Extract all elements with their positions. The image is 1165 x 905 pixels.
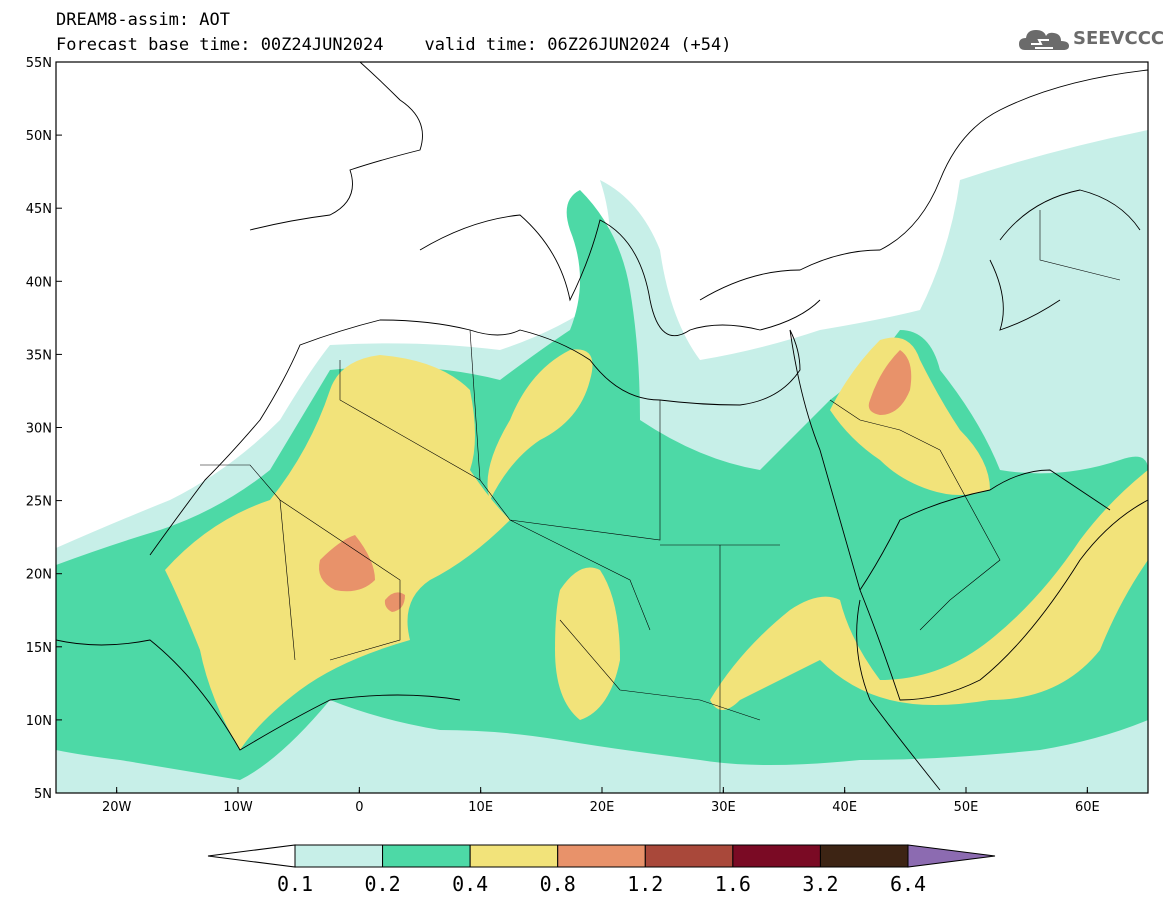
lat-tick-label: 40N bbox=[26, 275, 52, 290]
colorbar-box bbox=[294, 844, 384, 868]
colorbar-level-label: 1.6 bbox=[715, 872, 751, 896]
lat-tick-label: 15N bbox=[26, 641, 52, 656]
colorbar-box bbox=[382, 844, 471, 868]
lat-tick-label: 30N bbox=[26, 422, 52, 437]
lat-tick-label: 5N bbox=[34, 787, 52, 802]
colorbar-level-label: 6.4 bbox=[890, 872, 926, 896]
colorbar-level-label: 3.2 bbox=[802, 872, 838, 896]
lat-tick-label: 35N bbox=[26, 348, 52, 363]
lon-tick-label: 20W bbox=[102, 800, 132, 815]
logo-text: SEEVCCC bbox=[1073, 28, 1165, 49]
seevccc-logo: SEEVCCC bbox=[1017, 24, 1164, 56]
colorbar-over bbox=[907, 844, 996, 868]
colorbar-level-label: 0.4 bbox=[452, 872, 488, 896]
country-borders bbox=[200, 210, 1121, 793]
colorbar-box bbox=[819, 844, 909, 868]
aot-contour-0-8-mali bbox=[319, 535, 375, 592]
colorbar-box bbox=[732, 844, 821, 868]
lon-tick-label: 30E bbox=[711, 800, 736, 815]
colorbar-level-label: 0.8 bbox=[540, 872, 576, 896]
lon-tick-label: 60E bbox=[1075, 800, 1100, 815]
aot-contour-0-4-chad bbox=[555, 567, 620, 720]
colorbar-level-label: 1.2 bbox=[627, 872, 663, 896]
colorbar-box bbox=[557, 844, 646, 868]
aot-field bbox=[56, 62, 1148, 793]
lon-tick-label: 10E bbox=[468, 800, 493, 815]
longitude-axis: 20W 10W 0 10E 20E 30E 40E 50E 60E bbox=[102, 787, 1100, 815]
cloud-icon bbox=[1019, 30, 1069, 50]
lat-tick-label: 25N bbox=[26, 495, 52, 510]
colorbar-level-label: 0.2 bbox=[365, 872, 401, 896]
lat-tick-label: 20N bbox=[26, 568, 52, 583]
aot-contour-0-4-east bbox=[710, 470, 1148, 710]
coastlines bbox=[56, 62, 1148, 791]
colorbar-level-label: 0.1 bbox=[277, 872, 313, 896]
aot-contour-0-4-arabia bbox=[830, 337, 990, 495]
aot-contour-0-8-iraq bbox=[868, 350, 912, 415]
colorbar-box bbox=[469, 844, 559, 868]
lon-tick-label: 0 bbox=[355, 800, 363, 815]
lat-tick-label: 10N bbox=[26, 714, 52, 729]
map-title: DREAM8-assim: AOT bbox=[56, 10, 230, 30]
lat-tick-label: 45N bbox=[26, 202, 52, 217]
lon-tick-label: 10W bbox=[223, 800, 253, 815]
lat-tick-label: 50N bbox=[26, 129, 52, 144]
colorbar: 0.1 0.2 0.4 0.8 1.2 1.6 3.2 6.4 bbox=[207, 844, 996, 896]
latitude-axis: 55N 50N 45N 40N 35N 30N 25N 20N 15N 10N 5N bbox=[26, 56, 62, 802]
colorbar-box bbox=[644, 844, 734, 868]
forecast-times: Forecast base time: 00Z24JUN2024 valid t… bbox=[56, 35, 732, 55]
lon-tick-label: 50E bbox=[954, 800, 979, 815]
lon-tick-label: 40E bbox=[832, 800, 857, 815]
aot-contour-0-4-central bbox=[487, 349, 593, 500]
colorbar-under bbox=[207, 844, 296, 868]
lat-tick-label: 55N bbox=[26, 56, 52, 71]
lon-tick-label: 20E bbox=[590, 800, 615, 815]
